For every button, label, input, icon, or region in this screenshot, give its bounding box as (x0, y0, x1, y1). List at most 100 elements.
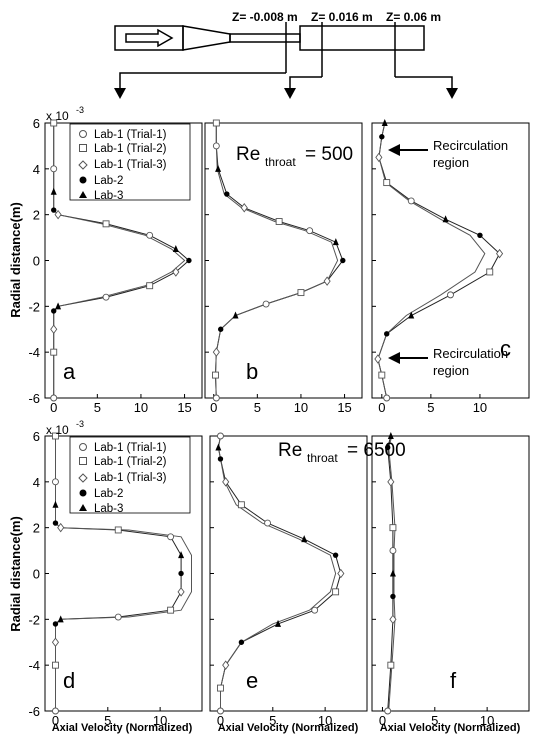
data-point (146, 282, 154, 290)
data-point (390, 593, 396, 600)
data-point (102, 220, 110, 228)
data-point (57, 522, 65, 533)
data-point (215, 443, 222, 451)
data-point (332, 238, 339, 246)
y-exponent-bottom: x 10 -3 (46, 419, 84, 437)
y-exponent-top: x 10 -3 (46, 105, 84, 123)
data-point (378, 371, 386, 379)
legend-label: Lab-1 (Trial-2) (94, 456, 167, 468)
data-point (217, 684, 224, 692)
legend-marker-triangle-filled (79, 504, 87, 511)
data-point (222, 660, 230, 670)
data-point (186, 257, 192, 264)
data-point (275, 218, 283, 225)
data-point (50, 187, 57, 195)
data-point (262, 300, 270, 308)
row-title-top: Re throat = 500 (236, 144, 353, 169)
x-axis-label-f: Axial Velocity (Normalized) (380, 722, 521, 734)
throat-section (229, 33, 301, 43)
row-title-sub: throat (265, 155, 296, 169)
legend-label: Lab-1 (Trial-1) (94, 129, 167, 141)
data-point (332, 552, 339, 558)
legend-label: Lab-2 (94, 488, 123, 500)
data-point (332, 588, 340, 596)
series-line (55, 436, 192, 711)
y-axis-label-bottom: Radial distance(m) (8, 516, 23, 632)
data-point (217, 432, 224, 440)
data-point (218, 326, 224, 332)
data-point (379, 134, 385, 140)
data-point (51, 637, 60, 647)
data-point (224, 191, 230, 197)
legend-marker-diamond-open (78, 473, 88, 483)
data-point (240, 203, 248, 213)
data-point (311, 606, 319, 614)
x-tick-label: 10 (318, 713, 332, 728)
data-point (238, 639, 245, 645)
data-point (232, 311, 239, 319)
panel-letter-d: d (63, 668, 75, 693)
data-point (52, 707, 59, 715)
panel-letter-f: f (450, 668, 457, 693)
data-point (50, 348, 58, 356)
data-point (389, 524, 397, 532)
data-point (486, 268, 494, 276)
annotation-arrowhead (388, 144, 400, 156)
data-point (172, 267, 180, 277)
legend-marker-circle-open (79, 443, 87, 451)
data-point (54, 209, 62, 220)
data-point (167, 533, 175, 541)
data-point (114, 613, 122, 621)
y-tick-label: 0 (33, 254, 40, 269)
y-tick-label: -6 (28, 704, 40, 719)
legend-label: Lab-1 (Trial-3) (94, 159, 167, 171)
data-point (50, 165, 58, 173)
data-point (297, 289, 305, 297)
x-tick-label: 5 (94, 400, 101, 415)
data-point (146, 231, 154, 239)
legend-marker-diamond-open (78, 160, 88, 170)
x-axis-label-d: Axial Velocity (Normalized) (52, 722, 193, 734)
data-point (408, 311, 415, 319)
data-point (50, 324, 58, 334)
data-point (237, 501, 245, 509)
y-exponent-base: x 10 (46, 423, 69, 437)
data-point (442, 215, 449, 223)
z-label-2: Z= 0.016 m (311, 10, 373, 24)
y-tick-label: -6 (28, 391, 40, 406)
data-point (114, 526, 122, 534)
annotation-line-1: Recirculation (433, 138, 508, 153)
legend-marker-square-open (79, 457, 87, 465)
data-point (381, 119, 388, 126)
panel-letter-c: c (500, 336, 511, 361)
x-tick-label: 5 (431, 713, 438, 728)
legend-top: Lab-1 (Trial-1) Lab-1 (Trial-2) Lab-1 (T… (69, 123, 191, 202)
y-tick-label: 2 (33, 208, 40, 223)
leader-b (289, 76, 322, 92)
data-point (323, 276, 331, 286)
data-point (50, 119, 58, 127)
y-tick-label: -4 (28, 658, 40, 673)
annotation-line-1: Recirculation (433, 346, 508, 361)
data-point (52, 478, 59, 486)
series-line (217, 435, 342, 711)
y-tick-label: 4 (33, 475, 40, 490)
x-tick-label: 0 (50, 400, 57, 415)
x-tick-label: 5 (254, 400, 261, 415)
data-point (306, 227, 314, 235)
data-point (52, 661, 59, 669)
legend-label: Lab-1 (Trial-3) (94, 472, 167, 484)
data-point (55, 302, 62, 310)
recirculation-annotation-top: Recirculation region (388, 138, 508, 170)
x-tick-label: 10 (153, 713, 167, 728)
legend-marker-circle-filled (79, 176, 87, 184)
x-tick-label: 15 (177, 400, 191, 415)
data-point (212, 394, 220, 402)
row-title-value: = 6500 (347, 440, 406, 461)
panel-letter-e: e (246, 668, 258, 693)
row-title-bottom: Re throat = 6500 (278, 440, 406, 465)
x-tick-label: 0 (52, 713, 59, 728)
data-point (212, 347, 220, 357)
z-label-3: Z= 0.06 m (386, 10, 441, 24)
